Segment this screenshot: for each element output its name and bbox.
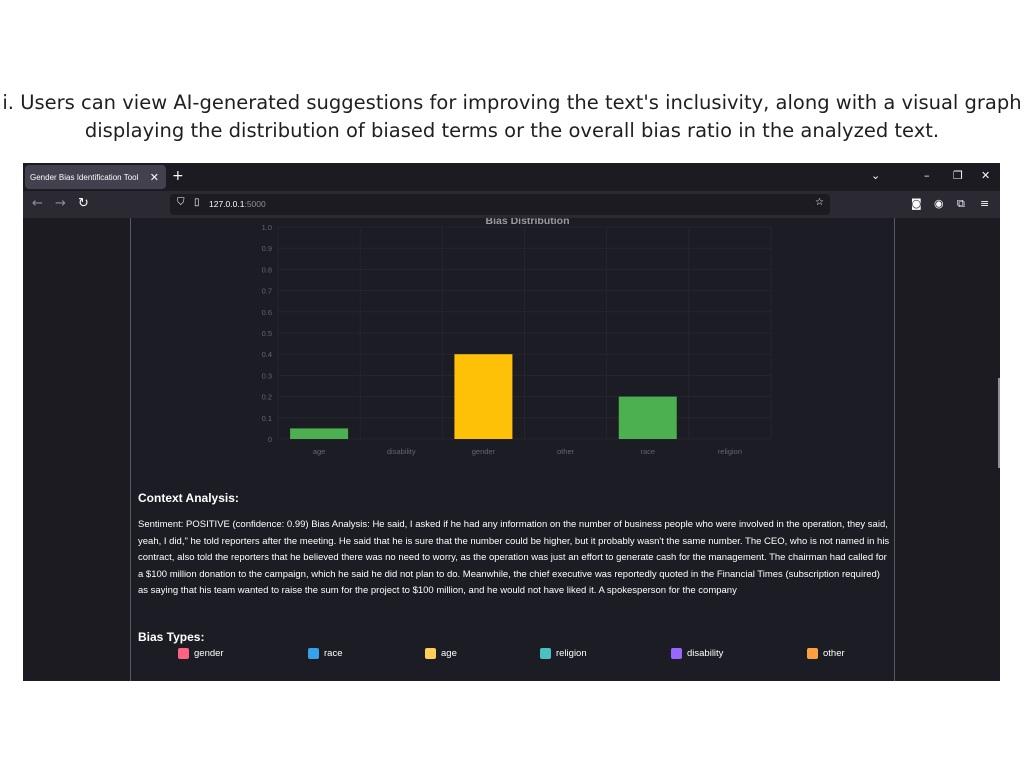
y-tick-label: 0.1	[262, 414, 272, 423]
bias-types-heading: Bias Types:	[138, 630, 205, 644]
shield-icon[interactable]: ⛉	[177, 197, 185, 208]
caption-line-1: i. Users can view AI-generated suggestio…	[2, 91, 1022, 114]
pocket-icon[interactable]: ◙	[911, 197, 922, 210]
y-tick-label: 0.9	[262, 244, 272, 253]
new-tab-icon[interactable]: +	[172, 168, 184, 184]
legend-item-other: other	[807, 648, 845, 659]
bar-gender	[454, 354, 513, 439]
restore-icon[interactable]: ❐	[953, 169, 963, 182]
x-tick-label: religion	[718, 447, 742, 456]
tab-title: Gender Bias Identification Tool	[30, 172, 139, 182]
page-icon: ▯	[194, 197, 200, 208]
scrollbar-thumb[interactable]	[998, 378, 1000, 468]
nav-bar: ← → ↻ ⛉ ▯ 127.0.0.1:5000 ☆ ◙ ◉ ⧉ ≡	[23, 191, 1000, 218]
page-content: Bias Distribution 1.0 0.9 0.8 0.7 0.6 0.5 0.4 0.…	[23, 218, 1000, 681]
legend-label-religion: religion	[556, 648, 587, 659]
y-tick-label: 1.0	[262, 223, 272, 232]
browser-window: Gender Bias Identification Tool ✕ + ⌄ – …	[23, 163, 1000, 681]
legend-label-race: race	[324, 648, 343, 659]
legend-item-religion: religion	[540, 648, 587, 659]
bar-race	[618, 396, 677, 439]
reload-icon[interactable]: ↻	[78, 196, 89, 211]
x-tick-label: age	[313, 447, 326, 456]
account-icon[interactable]: ◉	[934, 197, 944, 210]
caption: i. Users can view AI-generated suggestio…	[0, 89, 1024, 145]
url-bar[interactable]: ⛉ ▯ 127.0.0.1:5000 ☆	[170, 194, 830, 215]
y-tick-label: 0.8	[262, 265, 272, 274]
y-tick-label: 0.7	[262, 287, 272, 296]
legend-label-gender: gender	[194, 648, 224, 659]
context-analysis-heading: Context Analysis:	[138, 491, 239, 505]
tab-active[interactable]: Gender Bias Identification Tool ✕	[25, 165, 166, 189]
religion-swatch	[540, 648, 551, 659]
gender-swatch	[178, 648, 189, 659]
legend-label-disability: disability	[687, 648, 724, 659]
y-tick-label: 0.6	[262, 308, 272, 317]
bias-distribution-chart: Bias Distribution 1.0 0.9 0.8 0.7 0.6 0.5 0.4 0.…	[262, 218, 772, 456]
list-tabs-icon[interactable]: ⌄	[871, 169, 881, 182]
legend-item-gender: gender	[178, 648, 224, 659]
url-port: :5000	[244, 199, 266, 209]
caption-line-2: displaying the distribution of biased te…	[84, 119, 940, 142]
y-tick-label: 0.2	[262, 393, 272, 402]
minimize-icon[interactable]: –	[924, 169, 930, 182]
tab-strip: Gender Bias Identification Tool ✕ + ⌄ – …	[23, 163, 1000, 191]
legend-item-age: age	[425, 648, 457, 659]
context-analysis-text: Sentiment: POSITIVE (confidence: 0.99) B…	[138, 519, 890, 596]
back-icon[interactable]: ←	[32, 196, 43, 211]
results-panel: Bias Distribution 1.0 0.9 0.8 0.7 0.6 0.5 0.4 0.…	[130, 218, 895, 681]
x-tick-label: race	[640, 447, 655, 456]
extensions-icon[interactable]: ⧉	[957, 197, 965, 210]
forward-icon[interactable]: →	[55, 196, 66, 211]
legend-label-age: age	[441, 648, 457, 659]
age-swatch	[425, 648, 436, 659]
close-tab-icon[interactable]: ✕	[149, 170, 159, 184]
y-tick-label: 0.3	[262, 371, 272, 380]
y-tick-label: 0.5	[262, 329, 272, 338]
url-text[interactable]: 127.0.0.1:5000	[209, 199, 266, 209]
y-tick-label: 0.4	[262, 350, 272, 359]
x-tick-label: disability	[387, 447, 416, 456]
url-host: 127.0.0.1	[209, 199, 245, 209]
chart-title: Bias Distribution	[485, 218, 569, 227]
x-tick-label: gender	[472, 447, 496, 456]
race-swatch	[308, 648, 319, 659]
x-tick-label: other	[557, 447, 575, 456]
y-tick-label: 0	[268, 435, 272, 444]
bookmark-star-icon[interactable]: ☆	[815, 197, 824, 208]
close-window-icon[interactable]: ✕	[981, 169, 991, 182]
menu-icon[interactable]: ≡	[980, 197, 990, 210]
legend-item-race: race	[308, 648, 342, 659]
disability-swatch	[671, 648, 682, 659]
legend-item-disability: disability	[671, 648, 723, 659]
legend-label-other: other	[823, 648, 845, 659]
other-swatch	[807, 648, 818, 659]
bar-age	[290, 428, 349, 439]
